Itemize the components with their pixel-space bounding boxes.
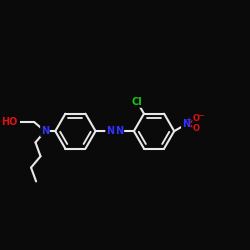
Text: N: N <box>41 126 49 136</box>
Text: +: + <box>186 118 191 124</box>
Text: N: N <box>106 126 114 136</box>
Text: N: N <box>115 126 124 136</box>
Text: HO: HO <box>1 117 17 127</box>
Text: −: − <box>196 111 205 121</box>
Text: O: O <box>193 124 200 132</box>
Text: N: N <box>182 120 190 130</box>
Text: O: O <box>193 114 200 123</box>
Text: Cl: Cl <box>132 97 142 107</box>
